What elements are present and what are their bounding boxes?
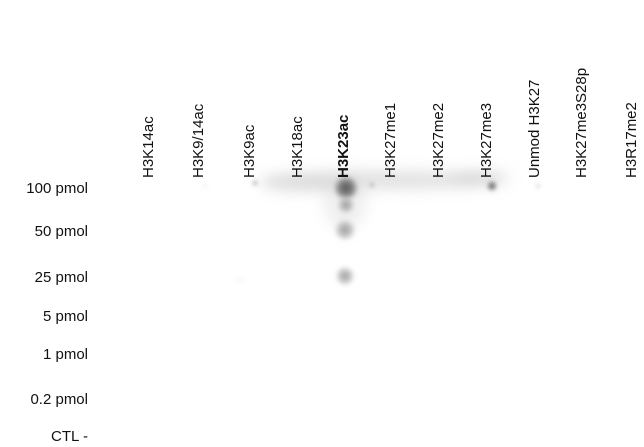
row-label-0-2-pmol: 0.2 pmol <box>30 391 88 408</box>
column-label: H3K18ac <box>289 116 306 178</box>
column-label: H3K27me3 <box>478 102 495 178</box>
row-label-25-pmol: 25 pmol <box>34 269 88 286</box>
spot-h3k23ac-100-pmol-lower <box>337 196 355 214</box>
column-label: H3K9/14ac <box>190 103 207 178</box>
column-label: H3K23ac <box>335 114 352 178</box>
spot-h3k23ac-25-pmol <box>335 266 355 286</box>
spot-h3k23ac-50-pmol <box>334 219 356 241</box>
row-label-ctl-negative: CTL - <box>51 428 88 445</box>
column-label: H3K27me1 <box>382 102 399 178</box>
h3k23ac-spots <box>333 175 359 286</box>
column-label: H3K14ac <box>140 116 157 178</box>
membrane-specks <box>203 181 540 282</box>
spot-h3k23ac-100-pmol <box>333 175 359 201</box>
row-label-100-pmol: 100 pmol <box>26 180 88 197</box>
column-label: H3R17me2 <box>623 102 640 178</box>
column-label: H3K27me2 <box>430 102 447 178</box>
column-label: H3K27me3S28p <box>573 67 590 178</box>
row-label-5-pmol: 5 pmol <box>42 308 88 325</box>
row-label-1-pmol: 1 pmol <box>42 346 88 363</box>
background-smear <box>260 170 510 230</box>
row-label-50-pmol: 50 pmol <box>34 223 88 240</box>
column-label: H3K9ac <box>241 124 258 178</box>
column-label: Unmod H3K27 <box>526 79 543 178</box>
